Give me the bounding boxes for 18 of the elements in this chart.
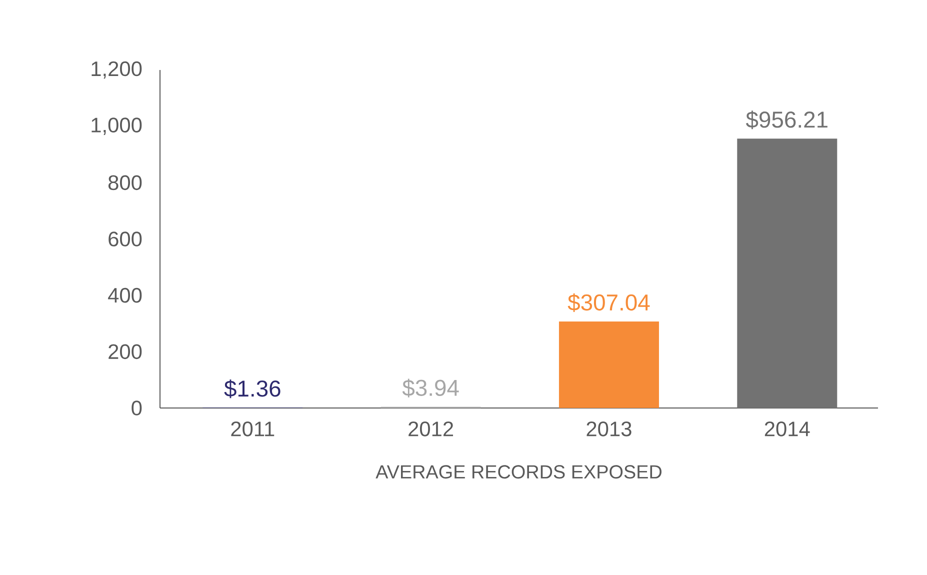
y-tick-label: 1,200 (92, 61, 142, 79)
x-tick-label: 2011 (231, 422, 274, 436)
y-tick-label: 600 (108, 232, 142, 246)
x-tick-label: 2013 (586, 422, 632, 436)
bar (737, 138, 838, 408)
data-label: $307.04 (568, 293, 650, 312)
y-tick-label: 200 (108, 344, 142, 360)
data-label: $1.36 (224, 380, 280, 398)
y-tick-label: 0 (132, 400, 142, 416)
bar (558, 322, 659, 408)
y-tick-label: 800 (108, 175, 142, 190)
y-tick-label: 400 (108, 288, 142, 303)
x-tick-label: 2014 (764, 422, 810, 436)
data-label: $3.94 (402, 378, 459, 398)
x-axis-title: AVERAGE RECORDS EXPOSED (376, 465, 662, 479)
x-tick-label: 2012 (408, 422, 454, 436)
y-tick-label: 1,000 (92, 118, 142, 135)
data-label: $956.21 (746, 110, 828, 130)
